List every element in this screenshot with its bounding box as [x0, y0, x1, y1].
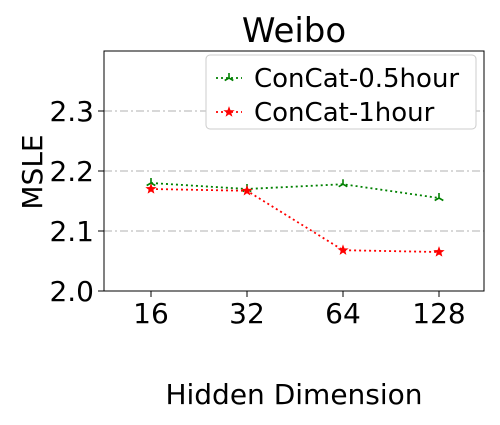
data-point [338, 179, 348, 188]
x-tick-label: 64 [325, 297, 361, 330]
legend-marker-series-1 [224, 73, 234, 82]
data-point [433, 246, 445, 257]
data-point [241, 184, 253, 196]
x-tick-label: 128 [412, 297, 465, 330]
y-tick-label: 2.0 [49, 275, 94, 308]
y-axis-label: MSLE [16, 134, 49, 209]
y-tick-label: 2.3 [49, 95, 94, 128]
legend-label-series-1: ConCat-0.5hour [254, 64, 459, 94]
data-point [146, 178, 156, 187]
legend: ConCat-0.5hour ConCat-1hour [205, 54, 477, 130]
x-tick-label: 32 [229, 297, 265, 330]
x-tick-label: 16 [133, 297, 169, 330]
legend-box [205, 54, 477, 130]
series-line [150, 182, 440, 199]
legend-label-series-2: ConCat-1hour [254, 98, 435, 128]
series-group [145, 178, 445, 257]
data-point [337, 244, 349, 255]
y-tick-label: 2.1 [49, 215, 94, 248]
y-tick-label: 2.2 [49, 155, 94, 188]
legend-marker-series-2 [223, 106, 235, 117]
x-axis-ticks: 16 32 64 128 [133, 291, 466, 330]
x-axis-label: Hidden Dimension [165, 378, 422, 411]
data-point [145, 183, 157, 194]
chart-title: Weibo [242, 11, 346, 51]
data-point [434, 193, 444, 202]
y-axis-ticks: 2.0 2.1 2.2 2.3 [49, 95, 104, 308]
series-line [150, 188, 440, 253]
series-2 [145, 183, 445, 257]
